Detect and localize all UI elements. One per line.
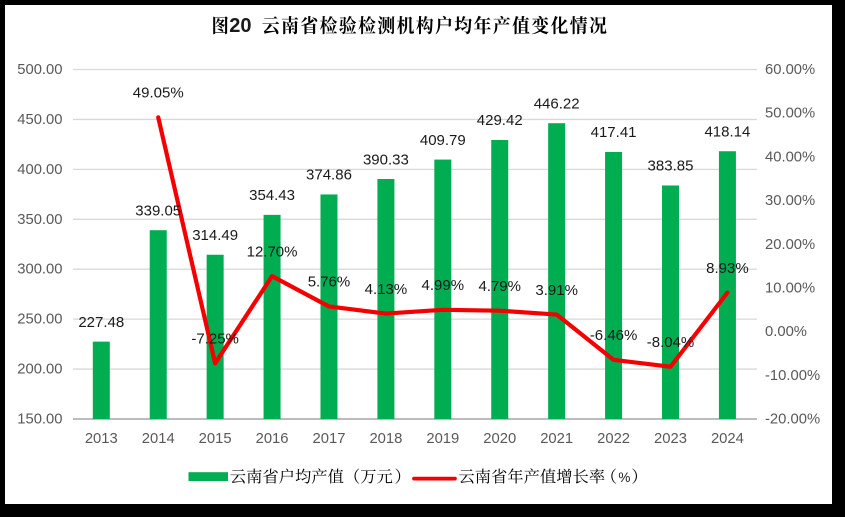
svg-text:417.41: 417.41 <box>591 124 637 141</box>
svg-text:350.00: 350.00 <box>17 212 62 228</box>
svg-text:300.00: 300.00 <box>17 262 62 278</box>
svg-text:250.00: 250.00 <box>17 312 62 328</box>
svg-text:2014: 2014 <box>142 431 175 447</box>
svg-text:2023: 2023 <box>654 431 687 447</box>
svg-text:30.00%: 30.00% <box>765 193 815 209</box>
svg-text:-10.00%: -10.00% <box>765 368 820 384</box>
svg-text:4.13%: 4.13% <box>365 281 408 298</box>
svg-text:314.49: 314.49 <box>192 227 238 244</box>
svg-text:0.00%: 0.00% <box>765 324 807 340</box>
svg-text:2020: 2020 <box>483 431 516 447</box>
svg-text:20.00%: 20.00% <box>765 237 815 253</box>
svg-text:150.00: 150.00 <box>17 412 62 428</box>
svg-text:339.05: 339.05 <box>135 202 181 219</box>
svg-text:450.00: 450.00 <box>17 112 62 128</box>
svg-text:2024: 2024 <box>711 431 744 447</box>
svg-text:50.00%: 50.00% <box>765 106 815 122</box>
svg-text:-7.25%: -7.25% <box>191 331 239 348</box>
svg-text:2017: 2017 <box>313 431 346 447</box>
svg-text:2021: 2021 <box>540 431 573 447</box>
svg-text:%: % <box>618 470 630 485</box>
svg-text:390.33: 390.33 <box>363 151 409 168</box>
svg-text:374.86: 374.86 <box>306 167 352 184</box>
svg-text:500.00: 500.00 <box>17 62 62 78</box>
svg-text:60.00%: 60.00% <box>765 62 815 78</box>
svg-text:40.00%: 40.00% <box>765 149 815 165</box>
svg-text:354.43: 354.43 <box>249 187 295 204</box>
svg-text:20: 20 <box>229 15 251 37</box>
svg-text:2018: 2018 <box>369 431 402 447</box>
svg-text:2016: 2016 <box>256 431 289 447</box>
svg-text:-20.00%: -20.00% <box>765 412 820 428</box>
svg-text:227.48: 227.48 <box>78 314 124 331</box>
svg-text:200.00: 200.00 <box>17 362 62 378</box>
svg-text:49.05%: 49.05% <box>133 85 184 102</box>
svg-text:446.22: 446.22 <box>534 95 580 112</box>
svg-text:418.14: 418.14 <box>704 123 750 140</box>
svg-text:10.00%: 10.00% <box>765 280 815 296</box>
svg-text:400.00: 400.00 <box>17 162 62 178</box>
svg-text:2022: 2022 <box>597 431 630 447</box>
svg-text:409.79: 409.79 <box>420 132 466 149</box>
svg-text:2013: 2013 <box>85 431 118 447</box>
svg-text:383.85: 383.85 <box>648 158 694 175</box>
svg-text:-8.04%: -8.04% <box>647 334 695 351</box>
svg-text:12.70%: 12.70% <box>247 243 298 260</box>
svg-text:5.76%: 5.76% <box>308 274 351 291</box>
svg-text:429.42: 429.42 <box>477 112 523 129</box>
svg-text:2015: 2015 <box>199 431 232 447</box>
svg-text:3.91%: 3.91% <box>535 282 578 299</box>
svg-text:2019: 2019 <box>426 431 459 447</box>
svg-text:8.93%: 8.93% <box>706 260 749 277</box>
svg-text:4.79%: 4.79% <box>478 278 521 295</box>
svg-text:-6.46%: -6.46% <box>590 327 638 344</box>
svg-text:4.99%: 4.99% <box>422 277 465 294</box>
